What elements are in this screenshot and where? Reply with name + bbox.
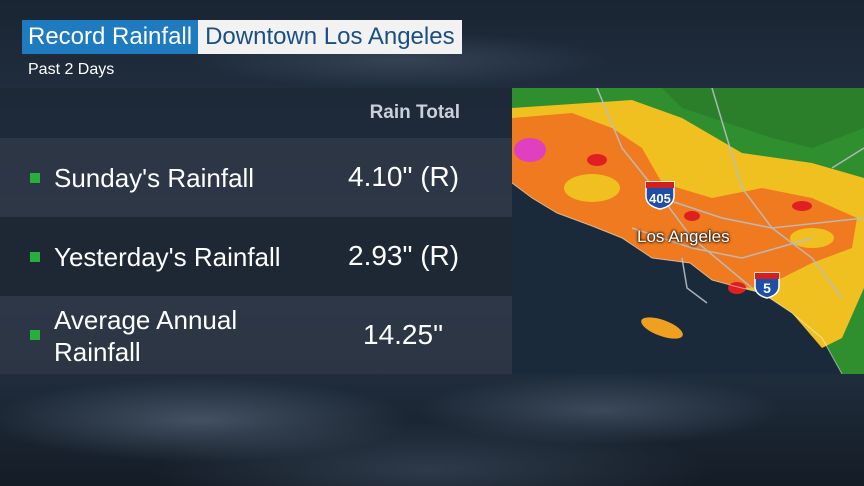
rainfall-map: 405 5 Los Angeles <box>512 88 864 374</box>
title-label: Record Rainfall <box>22 20 199 54</box>
shield-number: 5 <box>763 280 771 296</box>
green-bullet-icon <box>30 330 40 340</box>
rainfall-map-graphic <box>512 88 864 374</box>
row-label: Average Annual Rainfall <box>54 305 238 367</box>
interstate-405-shield-icon: 405 <box>644 180 676 210</box>
subtitle: Past 2 Days <box>28 61 115 78</box>
city-label: Los Angeles <box>637 227 730 246</box>
green-bullet-icon <box>30 252 40 262</box>
table-row: Sunday's Rainfall 4.10" (R) <box>0 138 512 217</box>
shield-number: 405 <box>649 191 671 206</box>
row-value: 4.10" (R) <box>348 161 460 192</box>
column-header-rain-total: Rain Total <box>369 102 460 123</box>
interstate-5-shield-icon: 5 <box>753 271 781 299</box>
rainfall-table: Rain Total Sunday's Rainfall 4.10" (R) Y… <box>0 88 512 374</box>
row-label: Yesterday's Rainfall <box>54 242 281 272</box>
location-label: Downtown Los Angeles <box>198 20 462 54</box>
title-bar: Record Rainfall Downtown Los Angeles <box>22 20 462 54</box>
row-label: Sunday's Rainfall <box>54 163 255 193</box>
table-row: Yesterday's Rainfall 2.93" (R) <box>0 217 512 296</box>
table-row: Average Annual Rainfall 14.25" <box>0 296 512 374</box>
green-bullet-icon <box>30 173 40 183</box>
row-value: 2.93" (R) <box>348 240 460 271</box>
row-value: 14.25" <box>363 319 444 350</box>
table-header: Rain Total <box>0 88 512 138</box>
